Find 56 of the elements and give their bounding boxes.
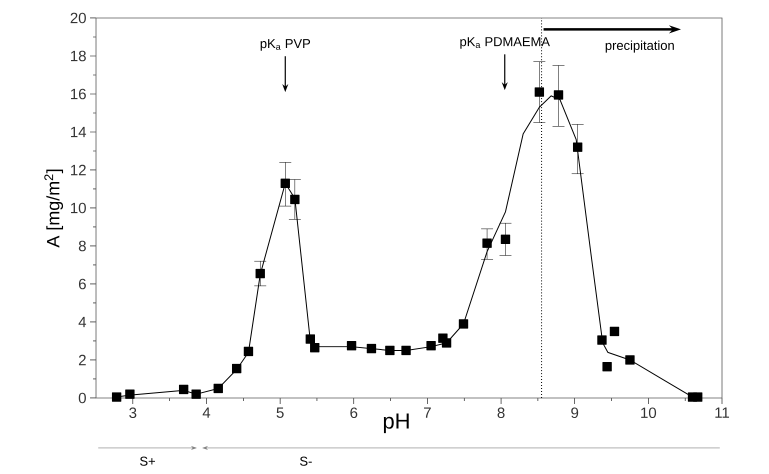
y-tick-label: 4 (78, 316, 86, 328)
annotation: pK$_{a}$ PVP (260, 39, 310, 51)
point (401, 346, 411, 356)
point (385, 346, 395, 356)
x-tick-label: 9 (571, 407, 578, 418)
point (256, 268, 265, 278)
point (602, 362, 612, 372)
point (178, 384, 188, 394)
point (310, 342, 320, 352)
point (597, 335, 607, 345)
x-tick-label: 5 (276, 407, 284, 418)
point (232, 364, 242, 374)
point (442, 338, 452, 348)
point (280, 178, 290, 188)
point (346, 341, 356, 350)
point (534, 87, 544, 97)
x-tick-label: 10 (641, 407, 656, 418)
point (244, 346, 254, 356)
point (572, 142, 582, 152)
annotation: pK$_{a}$ PDMAEMA (460, 37, 550, 49)
text: S- (300, 456, 312, 466)
y-tick-label: 12 (71, 164, 86, 176)
y-tick-label: 8 (78, 240, 86, 252)
x-axis-title: pH (384, 413, 409, 434)
point (191, 390, 201, 399)
y-tick-label: 2 (78, 354, 86, 366)
point (112, 392, 122, 402)
x-tick-label: 6 (350, 407, 358, 418)
point (125, 390, 135, 399)
y-axis-title: A [mg/m$^{2}$] (44, 170, 64, 248)
point (290, 194, 300, 204)
point (625, 355, 635, 365)
point (482, 238, 492, 248)
x-tick-label: 4 (202, 407, 210, 418)
y-tick-label: 6 (78, 278, 86, 290)
point (610, 326, 620, 336)
point (306, 334, 316, 344)
y-tick-label: 20 (70, 12, 86, 24)
y-tick-label: 10 (71, 202, 86, 214)
y-tick-label: 18 (71, 50, 86, 62)
y-tick-label: 16 (71, 88, 86, 100)
point (693, 392, 702, 402)
point (426, 341, 436, 350)
y-tick-label: 0 (78, 392, 86, 404)
point (554, 90, 564, 100)
point (500, 234, 510, 244)
x-tick-label: 7 (424, 407, 431, 418)
point (366, 344, 376, 354)
ref-line-label: precipitation (606, 40, 674, 53)
x-tick-label: 8 (498, 407, 505, 418)
x-tick-label: 11 (715, 407, 730, 418)
x-tick-label: 3 (129, 407, 136, 418)
text: S+ (140, 456, 156, 466)
point (214, 384, 223, 394)
point (458, 319, 468, 329)
y-tick-label: 14 (71, 126, 86, 138)
